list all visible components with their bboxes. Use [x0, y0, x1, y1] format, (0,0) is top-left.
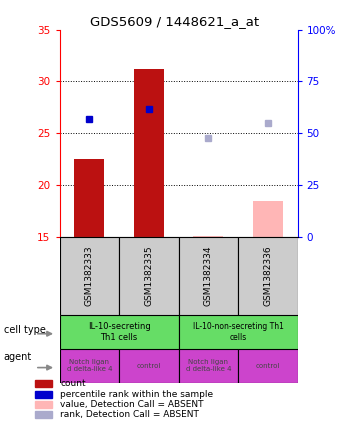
- Bar: [75, 159, 104, 237]
- Bar: [134, 69, 164, 237]
- Bar: [178, 237, 238, 315]
- Text: IL-10-secreting
Th1 cells: IL-10-secreting Th1 cells: [88, 322, 150, 342]
- Text: Notch ligan
d delta-like 4: Notch ligan d delta-like 4: [186, 360, 231, 372]
- Bar: [35, 401, 52, 408]
- Bar: [119, 349, 178, 383]
- Text: Notch ligan
d delta-like 4: Notch ligan d delta-like 4: [66, 360, 112, 372]
- Bar: [35, 380, 52, 387]
- Bar: [253, 201, 283, 237]
- Text: GSM1382333: GSM1382333: [85, 246, 94, 306]
- Bar: [35, 391, 52, 398]
- Bar: [35, 411, 52, 418]
- Text: GSM1382334: GSM1382334: [204, 246, 213, 306]
- Text: value, Detection Call = ABSENT: value, Detection Call = ABSENT: [60, 400, 204, 409]
- Bar: [178, 315, 298, 349]
- Text: control: control: [136, 363, 161, 369]
- Text: IL-10-non-secreting Th1
cells: IL-10-non-secreting Th1 cells: [193, 322, 284, 342]
- Bar: [60, 237, 119, 315]
- Bar: [119, 237, 178, 315]
- Bar: [194, 236, 223, 237]
- Bar: [238, 349, 298, 383]
- Bar: [60, 315, 178, 349]
- Text: count: count: [60, 379, 86, 388]
- Text: cell type: cell type: [4, 325, 46, 335]
- Text: rank, Detection Call = ABSENT: rank, Detection Call = ABSENT: [60, 410, 199, 419]
- Text: GSM1382336: GSM1382336: [263, 246, 272, 306]
- Text: agent: agent: [4, 352, 32, 363]
- Bar: [60, 349, 119, 383]
- Text: GDS5609 / 1448621_a_at: GDS5609 / 1448621_a_at: [90, 15, 260, 28]
- Text: control: control: [256, 363, 280, 369]
- Text: GSM1382335: GSM1382335: [144, 246, 153, 306]
- Bar: [178, 349, 238, 383]
- Bar: [238, 237, 298, 315]
- Text: percentile rank within the sample: percentile rank within the sample: [60, 390, 213, 398]
